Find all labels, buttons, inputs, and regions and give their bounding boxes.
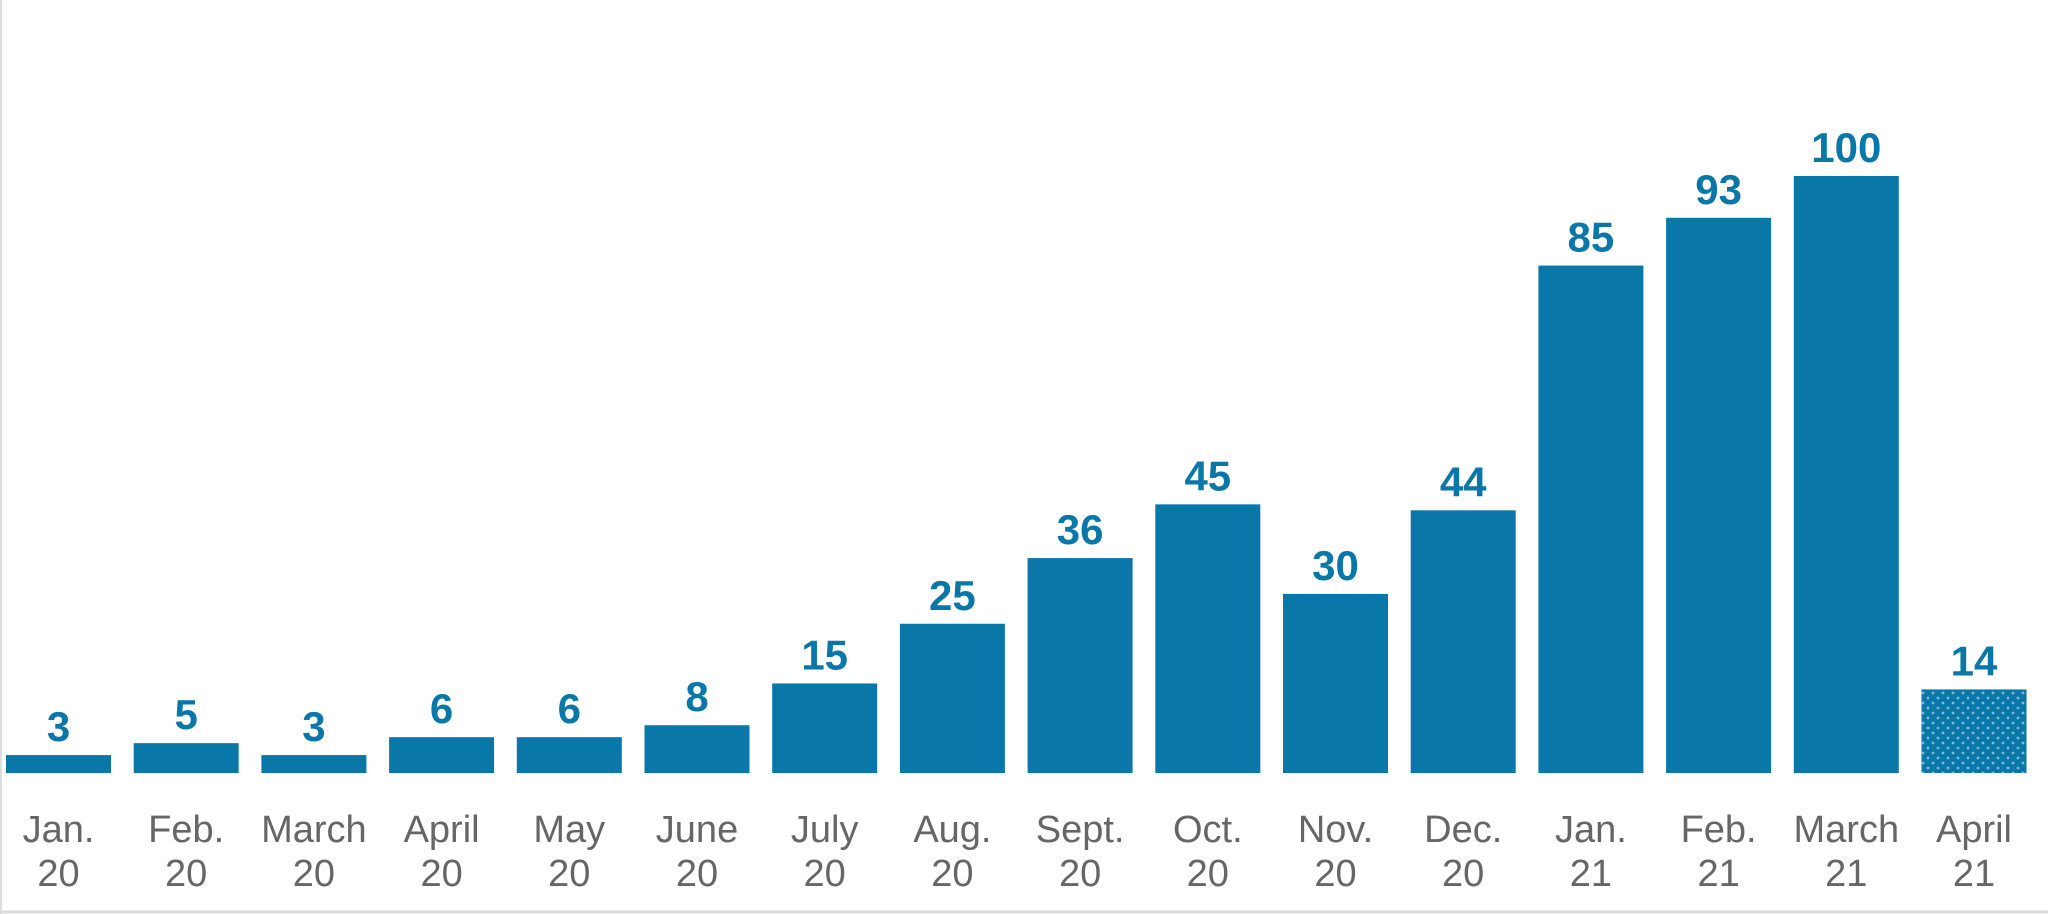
value-label: 8 <box>685 673 708 720</box>
bar <box>1410 510 1516 773</box>
x-tick-label-line: July <box>791 809 859 851</box>
bar <box>1155 504 1261 773</box>
x-tick-label-line: 20 <box>420 853 462 895</box>
x-tick-label: Aug. 20 <box>913 809 991 895</box>
x-tick-label: April 20 <box>404 809 480 895</box>
x-tick-label-line: 20 <box>1187 853 1229 895</box>
x-tick-label-line: Oct. <box>1173 809 1243 851</box>
x-tick-label: Jan. 20 <box>23 809 95 895</box>
x-tick-label-line: 20 <box>548 853 590 895</box>
value-label: 45 <box>1184 452 1231 499</box>
value-label: 30 <box>1312 542 1359 589</box>
bar <box>6 755 111 773</box>
value-label: 100 <box>1811 124 1881 171</box>
bar <box>133 743 239 773</box>
x-tick-label: March 20 <box>261 809 367 895</box>
x-tick-label: Feb. 21 <box>1681 809 1757 895</box>
x-tick-label-line: March <box>261 809 367 851</box>
x-tick-label-line: 20 <box>931 853 973 895</box>
x-tick-label-line: 21 <box>1953 853 1995 895</box>
x-tick-label-line: Aug. <box>913 809 991 851</box>
x-tick-label: Dec. 20 <box>1424 809 1502 895</box>
bar <box>389 737 495 773</box>
value-label: 6 <box>558 685 581 732</box>
x-tick-label: Feb. 20 <box>148 809 224 895</box>
x-tick-label-line: 20 <box>165 853 207 895</box>
bar <box>261 755 367 773</box>
value-label: 25 <box>929 572 976 619</box>
value-label: 5 <box>175 691 198 738</box>
bar <box>772 683 878 773</box>
x-tick-label-line: Nov. <box>1298 809 1373 851</box>
x-tick-label-line: 21 <box>1570 853 1612 895</box>
value-label: 36 <box>1057 506 1104 553</box>
x-tick-label-line: March <box>1794 809 1900 851</box>
bar <box>899 623 1005 773</box>
x-tick-label: Sept. 20 <box>1036 809 1125 895</box>
x-tick-label-line: 20 <box>804 853 846 895</box>
value-label: 14 <box>1951 637 1998 684</box>
x-tick-label-line: Dec. <box>1424 809 1502 851</box>
x-tick-label: July 20 <box>791 809 859 895</box>
value-label: 85 <box>1568 214 1615 261</box>
x-tick-label: May 20 <box>533 809 605 895</box>
value-label: 93 <box>1695 166 1742 213</box>
x-tick-label: Oct. 20 <box>1173 809 1243 895</box>
value-label: 44 <box>1440 458 1487 505</box>
x-tick-label: Nov. 20 <box>1298 809 1373 895</box>
bar <box>1921 689 2027 773</box>
x-tick-label-line: Feb. <box>1681 809 1757 851</box>
x-tick-label-line: 21 <box>1697 853 1739 895</box>
bar <box>1538 265 1644 773</box>
bar <box>1283 593 1388 773</box>
x-tick-label-line: 20 <box>676 853 718 895</box>
bar <box>1666 217 1772 774</box>
x-tick-label: June 20 <box>656 809 738 895</box>
x-tick-label: Jan. 21 <box>1555 809 1627 895</box>
x-tick-label-line: 20 <box>1314 853 1356 895</box>
x-tick-label-line: 20 <box>37 853 79 895</box>
bar <box>644 725 750 773</box>
x-tick-label-line: Feb. <box>148 809 224 851</box>
x-tick-label-line: June <box>656 809 738 851</box>
x-tick-label: April 21 <box>1936 809 2012 895</box>
value-label: 3 <box>302 703 325 750</box>
x-tick-label: March 21 <box>1794 809 1900 895</box>
value-label: 6 <box>430 685 453 732</box>
bar <box>516 737 622 773</box>
x-tick-label-line: Jan. <box>1555 809 1627 851</box>
bar <box>1027 558 1133 773</box>
x-tick-label-line: 20 <box>293 853 335 895</box>
x-tick-label-line: April <box>404 809 480 851</box>
value-label: 15 <box>801 631 848 678</box>
x-tick-label-line: April <box>1936 809 2012 851</box>
x-tick-label-line: Jan. <box>23 809 95 851</box>
x-tick-label-line: 21 <box>1825 853 1867 895</box>
x-tick-label-line: 20 <box>1059 853 1101 895</box>
x-tick-label-line: Sept. <box>1036 809 1125 851</box>
x-tick-label-line: May <box>533 809 605 851</box>
value-label: 3 <box>47 703 70 750</box>
bar <box>1793 176 1899 773</box>
x-tick-label-line: 20 <box>1442 853 1484 895</box>
